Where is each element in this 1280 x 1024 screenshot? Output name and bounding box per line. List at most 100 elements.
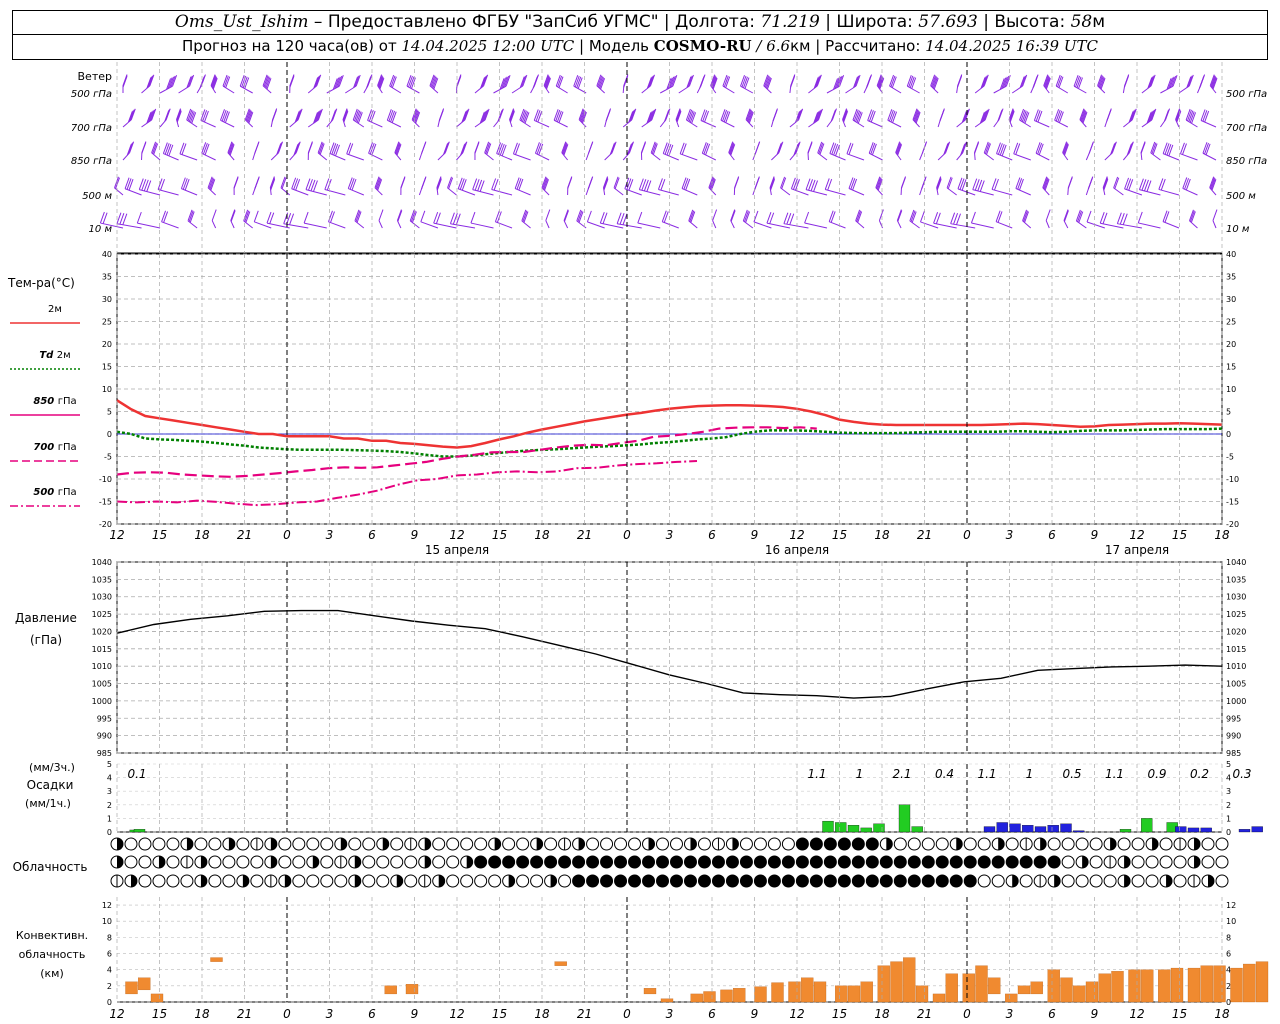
wind-barb-staff bbox=[912, 119, 920, 128]
cloud-cover-icon bbox=[250, 837, 264, 851]
wind-barb-staff bbox=[324, 189, 346, 196]
wind-barb-feather bbox=[1063, 144, 1069, 156]
wind-barb-feather bbox=[415, 112, 421, 124]
wind-barb-staff bbox=[573, 85, 587, 94]
precip-bar-rain bbox=[860, 827, 872, 833]
wind-barb-staff bbox=[543, 85, 550, 94]
wind-barb-feather bbox=[176, 108, 181, 120]
wind-barb-staff bbox=[1067, 187, 1069, 196]
cloud-cover-icon bbox=[418, 855, 432, 869]
wind-barb bbox=[141, 74, 155, 94]
wind-barb-feather bbox=[99, 211, 105, 224]
wind-barb bbox=[1022, 209, 1032, 229]
cloud-cover-icon bbox=[586, 837, 600, 851]
time-hour-label-lower: 9 bbox=[751, 1007, 759, 1021]
wind-barb-feather bbox=[378, 77, 384, 89]
wind-barb-feather bbox=[124, 177, 130, 189]
time-hour-label-upper: 9 bbox=[751, 528, 759, 542]
wind-barb-feather bbox=[355, 210, 361, 222]
wind-barb bbox=[789, 74, 796, 94]
wind-barb-feather bbox=[1184, 178, 1190, 190]
wind-barb-feather bbox=[1182, 143, 1187, 155]
wind-barb-feather bbox=[982, 110, 988, 122]
wind-barb-feather bbox=[209, 178, 215, 190]
wind-barb-feather bbox=[338, 75, 344, 87]
wind-barb-feather bbox=[853, 76, 859, 88]
conv-bar bbox=[1005, 993, 1018, 1003]
wind-barb-feather bbox=[1100, 78, 1106, 90]
wind-barb-feather bbox=[744, 77, 750, 89]
conv-bar bbox=[405, 984, 419, 995]
wind-barb-feather bbox=[420, 210, 426, 223]
wind-barb-feather bbox=[1022, 74, 1028, 87]
conv-bar bbox=[988, 977, 1001, 995]
wind-barb-feather bbox=[310, 179, 316, 192]
cloud-cover-icon bbox=[1201, 837, 1215, 851]
wind-barb-staff bbox=[447, 187, 457, 196]
wind-barb bbox=[317, 141, 328, 161]
wind-barb-feather bbox=[578, 211, 584, 223]
temp-legend-label: Td 2м bbox=[39, 350, 70, 361]
cloud-cover-icon bbox=[390, 837, 404, 851]
wind-barb bbox=[710, 74, 718, 94]
wind-barb-feather bbox=[1044, 76, 1050, 88]
cloud-cover-icon bbox=[1047, 855, 1061, 869]
wind-barb-staff bbox=[933, 222, 957, 229]
wind-barb-feather bbox=[436, 179, 442, 191]
cloud-cover-icon bbox=[432, 837, 446, 851]
wind-barb bbox=[730, 209, 736, 229]
pressure-ytick-left: 1030 bbox=[92, 593, 112, 602]
wind-barb bbox=[244, 108, 254, 128]
wind-barb-feather bbox=[1097, 75, 1103, 87]
wind-barb-feather bbox=[223, 110, 229, 123]
wind-barb-feather bbox=[481, 76, 487, 88]
cloud-cover-icon bbox=[362, 874, 376, 888]
wind-barb-feather bbox=[188, 210, 194, 222]
wind-barb bbox=[1160, 108, 1171, 128]
temp-ytick-right: 30 bbox=[1226, 295, 1236, 304]
wind-barb-feather bbox=[855, 110, 861, 122]
cloud-cover-icon bbox=[138, 855, 152, 869]
wind-barb-staff bbox=[291, 188, 309, 196]
wind-barb-feather bbox=[115, 177, 120, 189]
wind-barb bbox=[722, 74, 735, 94]
time-hour-label-lower: 0 bbox=[963, 1007, 971, 1021]
cloud-circle bbox=[949, 855, 963, 869]
wind-barb-feather bbox=[888, 109, 894, 122]
wind-barb-feather bbox=[482, 75, 488, 87]
cloud-cover-icon bbox=[851, 837, 865, 851]
cloud-cover-icon bbox=[656, 837, 670, 851]
cloud-circle bbox=[865, 837, 879, 851]
wind-barb-feather bbox=[448, 177, 454, 189]
wind-barb bbox=[657, 178, 679, 196]
cloud-cover-icon bbox=[767, 855, 781, 869]
wind-barb-staff bbox=[909, 220, 920, 229]
wind-barb-feather bbox=[1018, 178, 1024, 191]
wind-barb-feather bbox=[1099, 212, 1105, 224]
wind-barb-feather bbox=[254, 178, 260, 190]
cloud-cover-icon bbox=[418, 874, 432, 888]
conv-bar bbox=[877, 965, 890, 1003]
wind-barb bbox=[896, 209, 903, 229]
cloud-cover-icon bbox=[558, 874, 572, 888]
wind-barb-feather bbox=[734, 177, 740, 189]
wind-barb bbox=[176, 108, 182, 128]
wind-barb-staff bbox=[556, 85, 568, 94]
precip-bar-snow bbox=[1238, 829, 1251, 833]
wind-barb-staff bbox=[895, 152, 902, 161]
wind-barb bbox=[386, 109, 402, 128]
cloud-cover-icon bbox=[725, 837, 739, 851]
wind-barb-staff bbox=[1162, 221, 1180, 229]
wind-barb bbox=[354, 209, 365, 229]
wind-barb-staff bbox=[720, 119, 735, 128]
cloud-cover-icon bbox=[320, 837, 334, 851]
time-hour-label-lower: 18 bbox=[534, 1007, 550, 1021]
wind-barb-feather bbox=[703, 142, 709, 155]
temp-ytick-right: 5 bbox=[1226, 408, 1231, 417]
wind-barb-feather bbox=[614, 177, 620, 189]
wind-barb bbox=[829, 142, 846, 161]
wind-barb-staff bbox=[578, 119, 587, 128]
cloud-half bbox=[354, 875, 361, 887]
cloud-circle bbox=[1215, 837, 1229, 851]
wind-barb-feather bbox=[892, 111, 898, 123]
